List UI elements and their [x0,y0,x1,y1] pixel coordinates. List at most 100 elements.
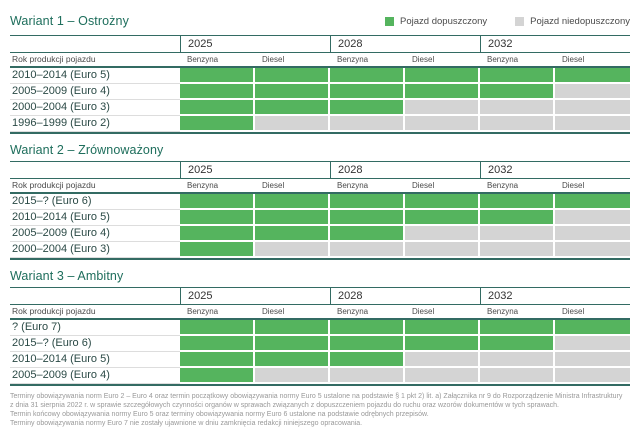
cell-allowed [180,100,255,116]
cell-allowed [180,242,255,258]
fuel-header: Benzyna [330,179,405,194]
fuel-header: Diesel [555,305,630,320]
cell-allowed [555,68,630,84]
variant-3-title-row: Wariant 3 – Ambitny [10,269,630,283]
cell-not-allowed [555,226,630,242]
fuel-header: Benzyna [180,53,255,68]
fuel-header: Benzyna [330,53,405,68]
cell-allowed [480,84,555,100]
row-label: 2000–2004 (Euro 3) [10,100,180,116]
legend-not-allowed-label: Pojazd niedopuszczony [530,15,630,27]
year-header: 2025 [180,161,330,179]
cell-allowed [180,116,255,132]
cell-not-allowed [405,116,480,132]
row-label: ? (Euro 7) [10,320,180,336]
cell-not-allowed [405,352,480,368]
fuel-header: Diesel [555,179,630,194]
fuel-header: Benzyna [480,305,555,320]
cell-allowed [180,336,255,352]
year-row-spacer [10,35,180,53]
cell-allowed [405,84,480,100]
cell-allowed [330,194,405,210]
header-bar: Wariant 1 – Ostrożny Pojazd dopuszczony … [10,12,630,30]
variant-tables: 2025 2028 2032 Rok produkcji pojazdu Benzyna… [0,35,640,386]
cell-allowed [555,320,630,336]
cell-allowed [255,84,330,100]
cell-allowed [330,84,405,100]
variant-2-title-row: Wariant 2 – Zrównoważony [10,143,630,157]
fuel-header: Benzyna [480,179,555,194]
infographic-page: Wariant 1 – Ostrożny Pojazd dopuszczony … [0,12,640,447]
not-allowed-swatch-icon [515,16,525,26]
row-label: 2000–2004 (Euro 3) [10,242,180,258]
row-label: 2015–? (Euro 6) [10,194,180,210]
cell-not-allowed [405,368,480,384]
footnote-line: Termin końcowy obowiązywania normy Euro … [10,411,429,418]
legend-allowed-label: Pojazd dopuszczony [400,15,488,27]
cell-allowed [180,226,255,242]
year-header: 2025 [180,287,330,305]
cell-not-allowed [480,368,555,384]
year-header: 2032 [480,35,630,53]
cell-allowed [480,320,555,336]
cell-allowed [255,226,330,242]
cell-not-allowed [555,352,630,368]
cell-allowed [330,336,405,352]
year-header: 2025 [180,35,330,53]
cell-not-allowed [555,242,630,258]
year-row-spacer [10,287,180,305]
cell-not-allowed [480,226,555,242]
fuel-header: Diesel [405,53,480,68]
cell-allowed [180,84,255,100]
variant-3-title: Wariant 3 – Ambitny [10,269,124,283]
cell-allowed [330,100,405,116]
cell-allowed [180,320,255,336]
cell-allowed [255,352,330,368]
cell-allowed [180,68,255,84]
variant-1-table: 2025 2028 2032 Rok produkcji pojazdu Benzyna… [10,35,630,134]
cell-allowed [405,194,480,210]
fuel-header: Diesel [405,305,480,320]
cell-allowed [405,210,480,226]
cell-not-allowed [405,226,480,242]
cell-not-allowed [330,116,405,132]
cell-allowed [180,368,255,384]
variant-2-title: Wariant 2 – Zrównoważony [10,143,164,157]
footnote-line: Terminy obowiązywania norm Euro 2 – Euro… [10,393,623,400]
row-label: 2005–2009 (Euro 4) [10,84,180,100]
cell-allowed [480,210,555,226]
cell-allowed [480,68,555,84]
cell-allowed [330,226,405,242]
cell-allowed [255,336,330,352]
row-header-label: Rok produkcji pojazdu [10,53,180,68]
cell-allowed [405,68,480,84]
row-header-label: Rok produkcji pojazdu [10,179,180,194]
cell-allowed [255,100,330,116]
cell-not-allowed [405,242,480,258]
cell-not-allowed [555,368,630,384]
fuel-header: Benzyna [180,305,255,320]
cell-allowed [405,320,480,336]
row-label: 1996–1999 (Euro 2) [10,116,180,132]
cell-allowed [180,210,255,226]
fuel-header: Diesel [255,179,330,194]
cell-not-allowed [555,336,630,352]
cell-allowed [330,68,405,84]
cell-not-allowed [255,368,330,384]
year-header: 2028 [330,287,480,305]
cell-not-allowed [480,100,555,116]
row-label: 2015–? (Euro 6) [10,336,180,352]
row-label: 2005–2009 (Euro 4) [10,226,180,242]
cell-allowed [480,336,555,352]
cell-not-allowed [555,84,630,100]
row-header-label: Rok produkcji pojazdu [10,305,180,320]
cell-allowed [330,210,405,226]
cell-allowed [180,352,255,368]
cell-allowed [255,320,330,336]
fuel-header: Benzyna [330,305,405,320]
cell-allowed [405,336,480,352]
cell-not-allowed [330,368,405,384]
cell-allowed [330,320,405,336]
year-header: 2032 [480,161,630,179]
footnote-line: z dnia 31 sierpnia 2022 r. w sprawie szc… [10,402,559,409]
